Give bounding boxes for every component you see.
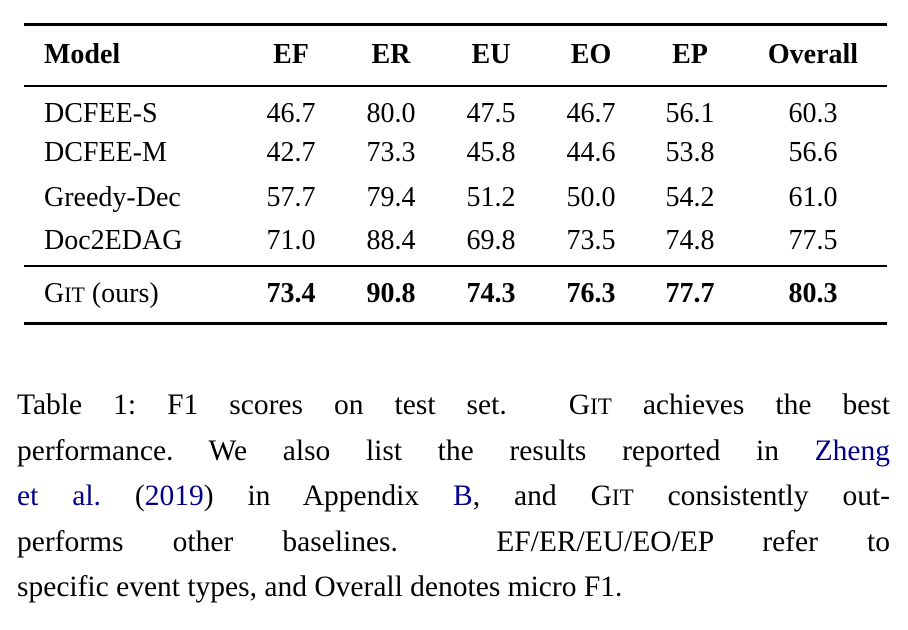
score-cell: 73.5 xyxy=(566,224,616,256)
year-citation-link[interactable]: 2019 xyxy=(144,480,204,512)
score-cell: 42.7 xyxy=(266,137,316,168)
results-table: Model EF ER EU EO EP Overall DCFEE-S 46.7 80.0 47… xyxy=(24,23,887,325)
model-name-cell: DCFEE-M xyxy=(44,137,167,168)
git-score-cell: 73.4 xyxy=(266,278,316,310)
score-cell: 71.0 xyxy=(266,224,316,256)
git-label-smallcaps: IT xyxy=(64,283,85,308)
score-cell: 56.6 xyxy=(788,137,838,168)
score-cell: 77.5 xyxy=(788,224,838,256)
caption-text: Table 1: F1 scores on test set. xyxy=(17,389,569,421)
score-cell: 46.7 xyxy=(266,97,316,129)
score-cell: 47.5 xyxy=(466,97,516,129)
score-cell: 60.3 xyxy=(788,97,838,129)
git-score-cell: 76.3 xyxy=(566,278,616,310)
git-row: GIT (ours) 73.4 90.8 74.3 76.3 77.7 80.3 xyxy=(24,266,887,324)
table-row: DCFEE-M 42.7 73.3 45.8 44.6 53.8 56.6 xyxy=(24,131,887,176)
score-cell: 44.6 xyxy=(566,137,616,168)
score-cell: 74.8 xyxy=(665,224,715,256)
caption-line: specific event types, and Overall denote… xyxy=(17,565,890,610)
column-header-eu: EU xyxy=(471,39,511,71)
score-cell: 45.8 xyxy=(466,137,516,168)
table-header-row: Model EF ER EU EO EP Overall xyxy=(24,25,887,86)
score-cell: 80.0 xyxy=(366,97,416,129)
caption-text: , and xyxy=(472,480,591,512)
caption-text: achieves the best xyxy=(611,389,890,421)
score-cell: 53.8 xyxy=(665,137,715,168)
caption-text: ) in Appendix xyxy=(203,480,454,512)
score-cell: 46.7 xyxy=(566,97,616,129)
caption-line: performance. We also list the results re… xyxy=(17,429,890,474)
caption-text: G xyxy=(590,480,612,512)
score-cell: 69.8 xyxy=(466,224,516,256)
caption-line: performs other baselines. EF/ER/EU/EO/EP… xyxy=(17,520,890,565)
caption-text: consistently out- xyxy=(633,480,890,512)
appendix-b-link[interactable]: B xyxy=(453,480,473,512)
column-header-overall: Overall xyxy=(767,39,859,71)
git-score-cell: 74.3 xyxy=(466,278,516,310)
column-header-model: Model xyxy=(44,39,121,71)
table-caption: Table 1: F1 scores on test set. GIT achi… xyxy=(17,383,890,610)
score-cell: 57.7 xyxy=(266,182,316,213)
git-score-cell: 80.3 xyxy=(788,278,838,310)
git-label-rest: (ours) xyxy=(84,278,159,310)
caption-text: G xyxy=(568,389,591,421)
git-label-cap: G xyxy=(44,278,65,310)
caption-text: performs other baselines. EF/ER/EU/EO/EP… xyxy=(17,526,890,558)
column-header-eo: EO xyxy=(570,39,612,71)
score-cell: 79.4 xyxy=(366,182,416,213)
score-cell: 54.2 xyxy=(665,182,715,213)
model-name-cell: DCFEE-S xyxy=(44,97,158,129)
git-score-cell: 77.7 xyxy=(665,278,715,310)
score-cell: 51.2 xyxy=(466,182,516,213)
table-row: Greedy-Dec 57.7 79.4 51.2 50.0 54.2 61.0 xyxy=(24,176,887,221)
score-cell: 73.3 xyxy=(366,137,416,168)
score-cell: 50.0 xyxy=(566,182,616,213)
git-score-cell: 90.8 xyxy=(366,278,416,310)
score-cell: 61.0 xyxy=(788,182,838,213)
column-header-ep: EP xyxy=(672,39,708,71)
model-name-cell: Greedy-Dec xyxy=(44,182,181,213)
caption-text: ( xyxy=(100,480,145,512)
score-cell: 88.4 xyxy=(366,224,416,256)
git-model-name-cell: GIT (ours) xyxy=(24,266,241,324)
etal-citation-link[interactable]: et al. xyxy=(17,480,101,512)
zheng-citation-link[interactable]: Zheng xyxy=(814,435,890,467)
model-name-cell: Doc2EDAG xyxy=(44,224,183,256)
column-header-ef: EF xyxy=(273,39,309,71)
caption-text: specific event types, and Overall denote… xyxy=(17,571,623,603)
column-header-er: ER xyxy=(371,39,411,71)
caption-line: Table 1: F1 scores on test set. GIT achi… xyxy=(17,383,890,429)
git-smallcaps-text: IT xyxy=(611,484,634,510)
score-cell: 56.1 xyxy=(665,97,715,129)
table-row: DCFEE-S 46.7 80.0 47.5 46.7 56.1 60.3 xyxy=(24,86,887,131)
caption-text: performance. We also list the results re… xyxy=(17,435,815,467)
git-smallcaps-text: IT xyxy=(590,393,612,419)
caption-line: et al. (2019) in Appendix B, and GIT con… xyxy=(17,474,890,520)
table-row: Doc2EDAG 71.0 88.4 69.8 73.5 74.8 77.5 xyxy=(24,221,887,266)
